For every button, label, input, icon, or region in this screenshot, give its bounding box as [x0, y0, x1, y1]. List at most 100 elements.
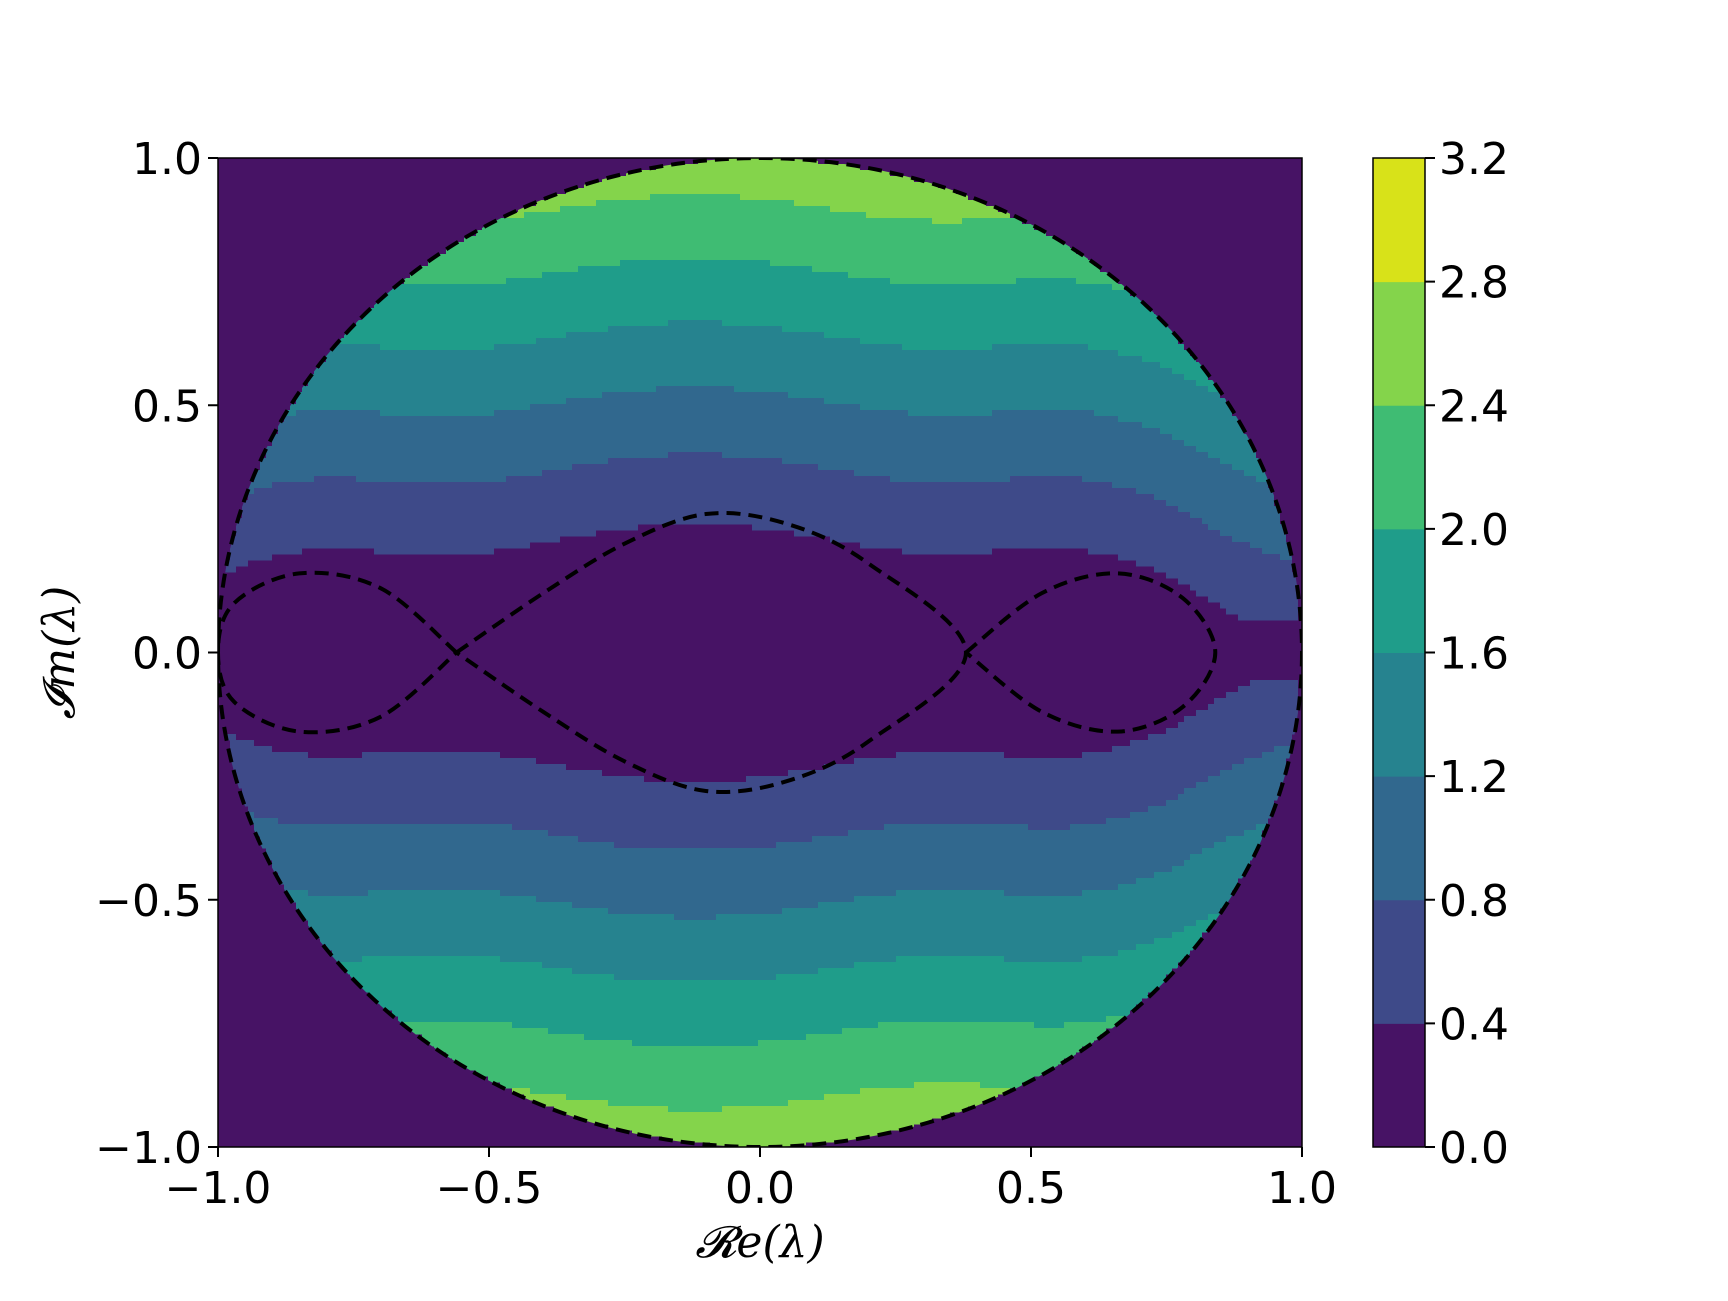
contour-band-cell [332, 344, 380, 351]
contour-band-cell [380, 344, 494, 351]
contour-band-cell [530, 404, 860, 411]
contour-band-cell [1082, 752, 1262, 759]
contour-band-cell [890, 476, 1010, 483]
contour-band-cell [236, 770, 602, 777]
contour-band-cell [608, 1100, 788, 1107]
contour-band-cell [326, 356, 1142, 363]
contour-band-cell [428, 260, 620, 267]
contour-band-cell [254, 812, 1130, 819]
contour-band-cell [380, 410, 494, 417]
contour-band-cell [1178, 722, 1298, 729]
contour-band-cell [620, 260, 770, 267]
contour-band-cell [266, 848, 1202, 855]
contour-band-cell [362, 986, 1160, 993]
contour-band-cell [782, 458, 1220, 465]
contour-band-cell [248, 812, 254, 819]
contour-band-cell [242, 794, 1178, 801]
x-tick-label: −1.0 [165, 1163, 272, 1214]
contour-band-cell [896, 752, 1004, 759]
contour-band-cell [1202, 518, 1280, 525]
x-axis-title: 𝓡e(λ) [695, 1217, 824, 1268]
contour-band-cell [1244, 830, 1262, 837]
contour-band-cell [722, 1106, 968, 1113]
contour-band-cell [878, 1022, 1034, 1029]
contour-band-cell [602, 392, 788, 399]
contour-band-cell [272, 434, 1172, 441]
colorbar-tick-label: 0.4 [1439, 999, 1509, 1050]
y-tick-label: 0.5 [132, 381, 202, 432]
contour-band-cell [896, 890, 1004, 897]
contour-band-cell [332, 956, 362, 963]
contour-band-cell [356, 980, 1166, 987]
contour-band-cell [860, 1088, 1010, 1095]
contour-band-cell [362, 314, 1160, 321]
contour-band-cell [848, 830, 1244, 837]
contour-band-cell [1166, 500, 1274, 507]
contour-band-cell [302, 386, 656, 393]
contour-band-cell [446, 248, 1076, 255]
contour-band-cell [1220, 602, 1298, 609]
contour-band-cell [1196, 380, 1214, 387]
contour-band-cell [860, 404, 1232, 411]
contour-band-cell [1172, 932, 1202, 939]
contour-band-cell [818, 968, 1172, 975]
contour-band-cell [824, 398, 1226, 405]
contour-band-cell [1076, 278, 1118, 285]
contour-band-cell [1178, 506, 1280, 513]
contour-band-cell [812, 836, 1226, 843]
contour-band-cell [1274, 746, 1292, 753]
contour-band-cell [254, 830, 548, 837]
contour-band-cell [932, 218, 962, 225]
contour-band-cell [452, 242, 1070, 249]
contour-band-cell [1226, 692, 1298, 699]
contour-band-cell [512, 1088, 530, 1095]
contour-band-cell [1082, 476, 1256, 483]
contour-band-cell [1166, 572, 1298, 579]
contour-band-cell [572, 968, 818, 975]
contour-band-cell [248, 806, 1148, 813]
contour-band-cell [962, 218, 1022, 225]
contour-band-cell [884, 824, 1028, 831]
contour-band-cell [710, 1142, 806, 1147]
contour-band-cell [1184, 440, 1250, 447]
colorbar-segment [1373, 158, 1425, 283]
contour-band-cell [230, 752, 308, 759]
contour-band-cell [1244, 470, 1268, 477]
contour-band-cell [374, 548, 494, 555]
contour-band-cell [536, 1100, 608, 1107]
contour-band-cell [314, 476, 356, 483]
contour-band-cell [1262, 548, 1292, 555]
contour-band-cell [722, 320, 1166, 327]
contour-band-cell [404, 1022, 512, 1029]
contour-band-cell [506, 476, 890, 483]
contour-band-cell [1106, 1016, 1124, 1023]
contour-band-cell [812, 266, 1100, 273]
contour-band-cell [566, 332, 824, 339]
contour-band-cell [1142, 422, 1244, 429]
y-axis: −1.0 −0.5 0.0 0.5 1.0 [95, 134, 218, 1174]
contour-band-cell [308, 890, 368, 897]
contour-band-cell [1280, 554, 1292, 561]
contour-band-cell [890, 278, 1016, 285]
contour-band-cell [338, 338, 536, 345]
contour-band-cell [278, 878, 1136, 885]
contour-band-cell [314, 368, 1172, 375]
contour-band-cell [392, 1010, 1130, 1017]
contour-band-cell [746, 776, 1208, 783]
contour-band-cell [1118, 416, 1238, 423]
contour-band-cell [1094, 410, 1232, 417]
contour-band-cell [434, 1046, 1082, 1053]
contour-band-cell [398, 1016, 1106, 1023]
colorbar-tick-label: 1.6 [1439, 629, 1509, 680]
contour-band-cell [362, 956, 500, 963]
contour-band-cell [668, 320, 722, 327]
contour-band-cell [272, 440, 1184, 447]
contour-band-cell [230, 764, 566, 771]
contour-band-cell [860, 542, 1250, 549]
contour-band-cell [314, 932, 1172, 939]
contour-band-cell [248, 818, 278, 825]
contour-band-cell [272, 866, 1172, 873]
contour-band-cell [260, 842, 614, 849]
contour-band-cell [230, 740, 254, 747]
contour-band-cell [500, 956, 896, 963]
